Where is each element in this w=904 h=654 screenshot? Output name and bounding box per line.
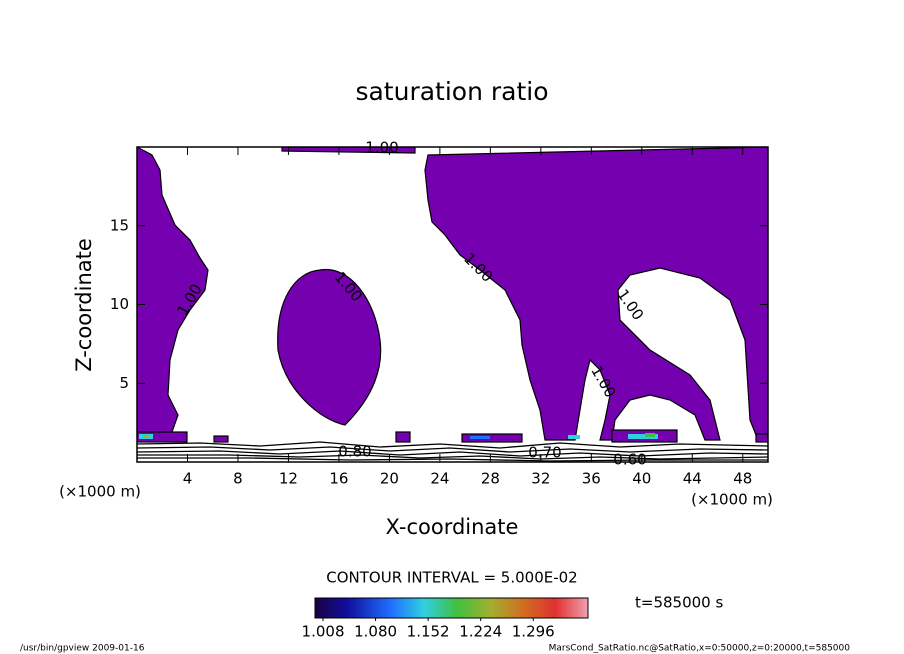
contour-line: [137, 441, 768, 449]
region: [395, 431, 411, 443]
contour-label: 0.60: [613, 451, 646, 469]
x-tick-label: 4: [183, 470, 193, 488]
chart-title: saturation ratio: [355, 77, 548, 106]
x-tick-label: 28: [481, 470, 500, 488]
colorbar-tick-label: 1.152: [407, 623, 450, 641]
colorbar-tick-label: 1.080: [354, 623, 397, 641]
colorbar-tick-label: 1.296: [512, 623, 555, 641]
x-tick-label: 40: [632, 470, 651, 488]
y-tick-label: 5: [119, 374, 129, 392]
contour-field: [137, 147, 768, 462]
x-tick-label: 8: [233, 470, 243, 488]
region: [281, 147, 416, 154]
x-tick-label: 24: [430, 470, 449, 488]
patch: [143, 435, 149, 438]
colorbar-tick-label: 1.008: [302, 623, 345, 641]
x-tick-label: 36: [582, 470, 601, 488]
footer: MarsCond_SatRatio.nc@SatRatio,x=0:50000,…: [549, 644, 851, 654]
contour-line: [137, 446, 768, 453]
region: [137, 431, 188, 443]
patch: [568, 435, 580, 439]
x-tick-label: 48: [733, 470, 752, 488]
x-tick-label: 32: [531, 470, 550, 488]
y-tick-label: 15: [110, 216, 129, 234]
x-tick-label: 16: [329, 470, 348, 488]
footer: /usr/bin/gpview 2009-01-16: [20, 644, 145, 654]
colorbar: [314, 597, 589, 619]
region: [424, 147, 768, 441]
x-axis-label: X-coordinate: [386, 515, 519, 539]
x-unit: (×1000 m): [691, 491, 773, 509]
y-axis-label: Z-coordinate: [72, 238, 96, 372]
contour-interval: CONTOUR INTERVAL = 5.000E-02: [326, 569, 577, 587]
contour-line: [137, 450, 768, 457]
contour-line: [137, 454, 768, 460]
contour-line: [137, 457, 768, 462]
x-tick-label: 12: [279, 470, 298, 488]
patch: [645, 433, 655, 437]
region: [461, 433, 523, 443]
region: [137, 147, 209, 441]
contour-label: 0.80: [338, 443, 371, 461]
x-unit: (×1000 m): [59, 483, 141, 501]
y-tick-label: 10: [110, 295, 129, 313]
region: [277, 269, 382, 426]
patch: [628, 434, 658, 439]
x-tick-label: 20: [380, 470, 399, 488]
region: [755, 433, 768, 443]
contour-label: 1.00: [365, 139, 398, 157]
time-label: t=585000 s: [635, 594, 723, 612]
colorbar-tick-label: 1.224: [459, 623, 502, 641]
contour-label: 0.70: [528, 444, 561, 462]
region: [213, 435, 229, 443]
x-tick-label: 44: [683, 470, 702, 488]
patch: [470, 436, 490, 439]
